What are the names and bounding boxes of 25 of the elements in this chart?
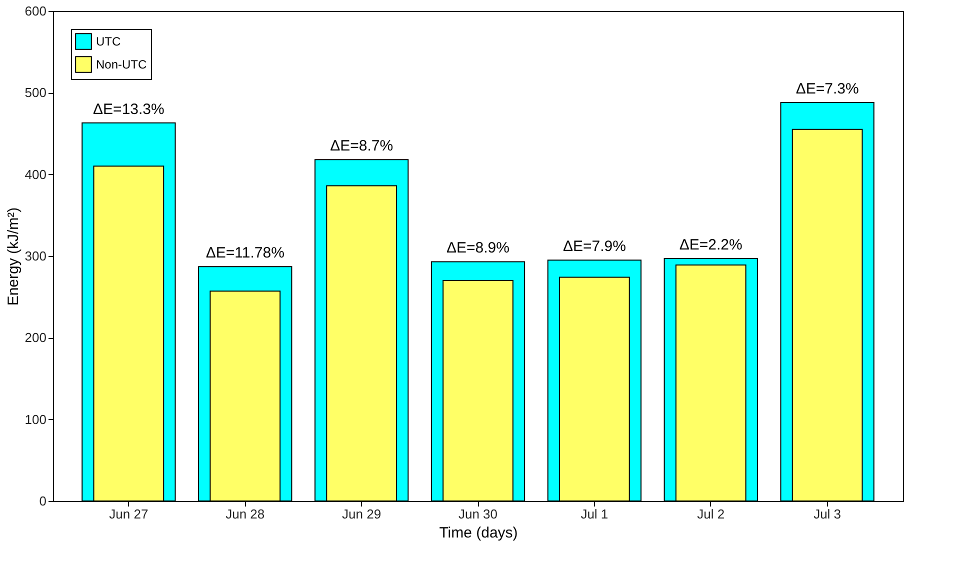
x-tick-label: Jun 30 [458,506,498,522]
x-tick-label: Jul 2 [697,506,725,522]
annotation: ΔE=8.7% [330,138,394,155]
y-tick-label: 600 [24,4,46,18]
legend-label: UTC [96,34,121,48]
annotation: ΔE=11.78% [206,244,284,262]
x-tick-label: Jun 27 [109,506,148,522]
y-tick-label: 400 [24,166,46,182]
annotation: ΔE=7.9% [562,238,626,256]
x-tick-label: Jul 1 [580,506,608,522]
x-tick-label: Jul 3 [814,506,842,522]
annotation: ΔE=2.2% [679,236,742,254]
annotation: ΔE=13.3% [93,100,164,118]
x-tick-label: Jun 29 [342,506,382,522]
y-tick-label: 100 [24,412,46,427]
x-axis-title: Time (days) [439,524,518,542]
annotation: ΔE=7.3% [796,80,859,98]
y-tick-label: 500 [24,85,46,100]
annotation: ΔE=8.9% [446,240,510,257]
y-tick-label: 200 [24,330,46,346]
x-tick-label: Jun 28 [226,506,265,522]
legend-label: Non-UTC [96,58,148,72]
y-axis-title: Energy (kJ/m²) [4,207,22,306]
y-tick-label: 300 [24,248,46,264]
y-tick-label: 0 [39,494,46,508]
